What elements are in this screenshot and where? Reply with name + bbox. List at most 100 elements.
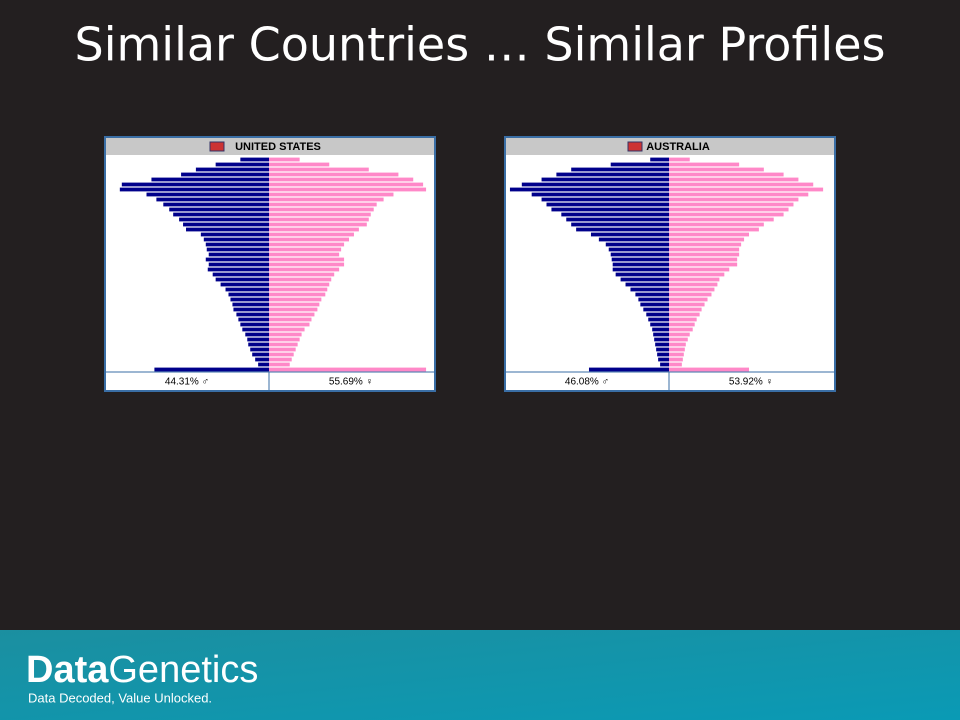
bar — [669, 252, 740, 257]
bar — [654, 337, 669, 342]
footer-band — [0, 630, 960, 720]
bar — [269, 337, 300, 342]
bar — [269, 302, 320, 307]
bar — [521, 182, 669, 187]
bar — [269, 242, 345, 247]
bar — [638, 297, 669, 302]
bar — [669, 257, 738, 262]
bar — [640, 302, 669, 307]
bar — [269, 202, 377, 207]
bar — [269, 237, 350, 242]
bar — [206, 247, 269, 252]
bar — [650, 157, 669, 162]
bar — [200, 232, 269, 237]
bar — [635, 292, 669, 297]
bar — [269, 342, 298, 347]
bar — [252, 352, 269, 357]
bar — [652, 327, 669, 332]
bar — [598, 237, 669, 242]
bar — [208, 262, 269, 267]
bar — [669, 357, 683, 362]
bar — [669, 172, 784, 177]
bar — [669, 297, 708, 302]
bar — [531, 192, 669, 197]
bar — [247, 337, 269, 342]
bar — [269, 232, 354, 237]
bar — [269, 227, 359, 232]
bar — [269, 352, 294, 357]
bar — [173, 212, 269, 217]
bar — [269, 362, 290, 367]
bar — [269, 262, 345, 267]
bar — [269, 252, 340, 257]
bar — [556, 172, 669, 177]
bar — [248, 342, 269, 347]
bar — [669, 317, 697, 322]
bar — [653, 332, 669, 337]
gender-share: 53.92% ♀ — [729, 377, 773, 388]
bar — [669, 232, 750, 237]
bar — [669, 262, 738, 267]
bar — [238, 317, 269, 322]
bar — [611, 257, 669, 262]
bar — [669, 242, 742, 247]
bar — [250, 347, 269, 352]
bar — [658, 357, 669, 362]
bar — [208, 252, 269, 257]
bar — [269, 287, 328, 292]
bar — [269, 267, 340, 272]
bar — [590, 232, 669, 237]
bar — [269, 222, 367, 227]
bar — [669, 327, 693, 332]
bar — [669, 212, 784, 217]
panel-header — [506, 138, 834, 155]
bar — [669, 367, 750, 372]
bar — [669, 267, 730, 272]
bar — [269, 182, 424, 187]
bar — [669, 197, 799, 202]
bar — [541, 197, 669, 202]
bar — [576, 227, 669, 232]
panel-title: UNITED STATES — [235, 141, 321, 153]
bar — [620, 277, 669, 282]
bar — [669, 322, 695, 327]
bar — [648, 317, 669, 322]
bar — [608, 247, 669, 252]
bar — [179, 217, 269, 222]
bar — [561, 212, 669, 217]
bar — [669, 282, 718, 287]
gender-share: 55.69% ♀ — [329, 377, 373, 388]
bar — [233, 307, 269, 312]
bar — [269, 172, 399, 177]
gender-share: 46.08% ♂ — [565, 377, 609, 388]
bar — [269, 317, 312, 322]
bar — [169, 207, 269, 212]
brand: DataGenetics — [26, 649, 258, 691]
bar — [669, 222, 764, 227]
bar — [610, 252, 669, 257]
bar — [610, 162, 669, 167]
bar — [183, 222, 269, 227]
bar — [669, 307, 702, 312]
bar — [669, 337, 688, 342]
bar — [269, 332, 302, 337]
bar — [186, 227, 269, 232]
bar — [571, 222, 669, 227]
bar — [669, 192, 809, 197]
bar — [181, 172, 269, 177]
bar — [605, 242, 669, 247]
bar — [669, 347, 685, 352]
bar — [212, 272, 269, 277]
bar — [151, 177, 269, 182]
bar — [669, 277, 720, 282]
bar — [203, 237, 269, 242]
bar — [269, 307, 318, 312]
bar — [195, 167, 269, 172]
bar — [669, 202, 794, 207]
tagline: Data Decoded, Value Unlocked. — [28, 690, 212, 705]
brand-light: Genetics — [108, 649, 258, 691]
bar — [269, 312, 315, 317]
bar — [240, 322, 269, 327]
bar — [669, 157, 690, 162]
bar — [269, 197, 384, 202]
